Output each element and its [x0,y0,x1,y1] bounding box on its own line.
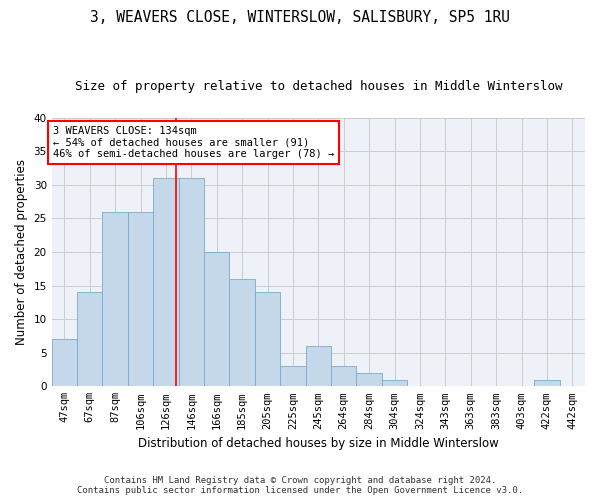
Bar [229,279,255,386]
Text: 3 WEAVERS CLOSE: 134sqm
← 54% of detached houses are smaller (91)
46% of semi-de: 3 WEAVERS CLOSE: 134sqm ← 54% of detache… [53,126,334,159]
Bar [77,292,103,386]
Bar [356,373,382,386]
Bar [52,340,77,386]
Bar [128,212,153,386]
Bar [280,366,305,386]
Bar [103,212,128,386]
Bar [382,380,407,386]
Text: 3, WEAVERS CLOSE, WINTERSLOW, SALISBURY, SP5 1RU: 3, WEAVERS CLOSE, WINTERSLOW, SALISBURY,… [90,10,510,25]
Bar [305,346,331,387]
Text: Contains HM Land Registry data © Crown copyright and database right 2024.
Contai: Contains HM Land Registry data © Crown c… [77,476,523,495]
Bar [179,178,204,386]
X-axis label: Distribution of detached houses by size in Middle Winterslow: Distribution of detached houses by size … [138,437,499,450]
Title: Size of property relative to detached houses in Middle Winterslow: Size of property relative to detached ho… [74,80,562,93]
Bar [255,292,280,386]
Bar [331,366,356,386]
Bar [153,178,179,386]
Bar [534,380,560,386]
Y-axis label: Number of detached properties: Number of detached properties [15,159,28,345]
Bar [204,252,229,386]
